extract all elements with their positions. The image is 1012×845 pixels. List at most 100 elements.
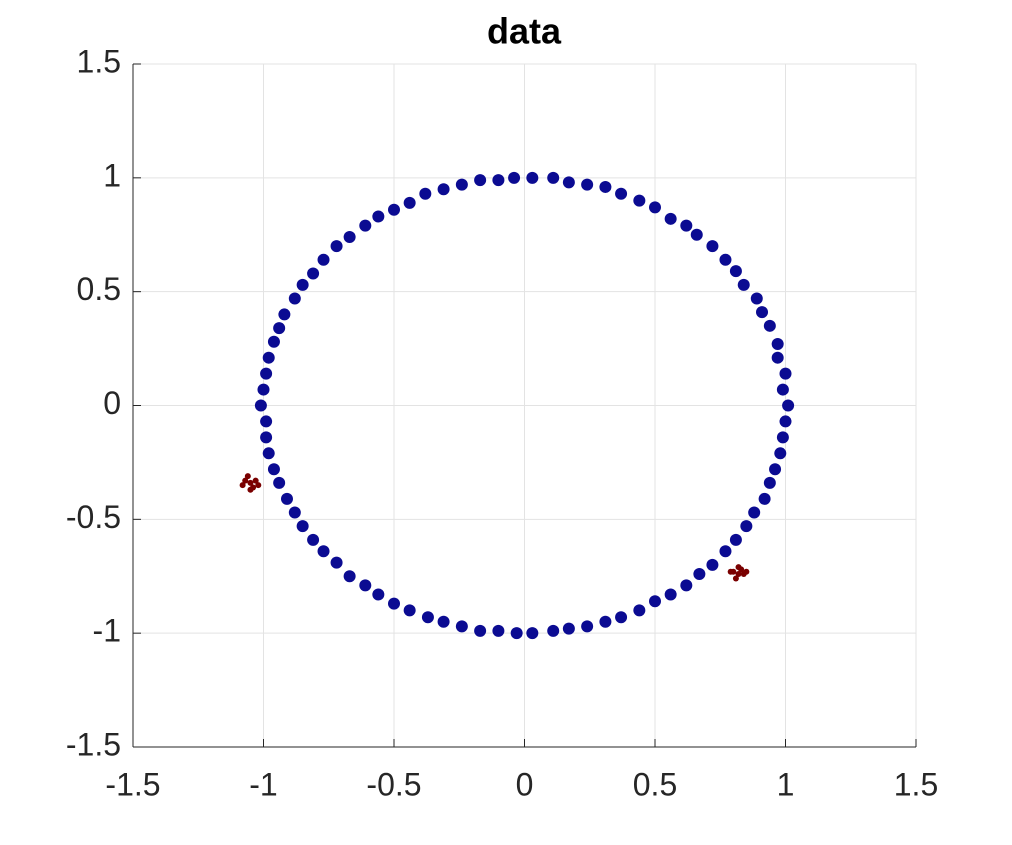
x-tick-label: 1: [777, 766, 795, 802]
point: [343, 570, 356, 583]
point: [359, 579, 372, 592]
point: [247, 486, 254, 493]
x-tick-label: -1: [249, 766, 277, 802]
point: [359, 219, 372, 232]
chart-title: data: [487, 11, 562, 52]
point: [437, 183, 450, 196]
point: [719, 545, 732, 558]
point: [581, 620, 594, 633]
point: [649, 595, 661, 608]
point: [526, 171, 539, 184]
point: [743, 568, 750, 575]
point: [455, 620, 468, 633]
point: [419, 187, 432, 200]
x-tick-label: 1.5: [894, 766, 938, 802]
point: [343, 231, 356, 244]
point: [262, 351, 275, 364]
point: [278, 308, 291, 321]
point: [727, 568, 734, 575]
point: [244, 473, 251, 480]
point: [690, 228, 703, 241]
point: [776, 431, 789, 444]
point: [372, 210, 385, 223]
point: [492, 624, 505, 637]
point: [599, 180, 612, 193]
point: [774, 447, 787, 460]
point: [267, 335, 280, 348]
point: [615, 611, 628, 624]
point: [547, 171, 560, 184]
point: [273, 322, 286, 335]
point: [649, 201, 661, 214]
point: [262, 447, 275, 460]
point: [455, 178, 468, 191]
point: [307, 533, 320, 546]
point: [719, 253, 732, 266]
point: [421, 611, 434, 624]
point: [756, 306, 769, 319]
point: [771, 338, 784, 351]
point: [735, 564, 742, 571]
point: [732, 575, 739, 582]
point: [257, 383, 270, 396]
x-tick-label: -1.5: [105, 766, 160, 802]
point: [330, 556, 343, 569]
y-tick-label: 1.5: [77, 43, 121, 79]
point: [758, 492, 771, 505]
point: [633, 604, 646, 617]
point: [255, 482, 262, 489]
point: [706, 240, 719, 253]
point: [706, 558, 719, 571]
point: [735, 570, 742, 577]
point: [330, 240, 343, 253]
point: [239, 482, 246, 489]
point: [526, 627, 539, 640]
point: [260, 431, 273, 444]
point: [388, 597, 400, 610]
point: [547, 624, 560, 637]
point: [763, 476, 776, 489]
point: [492, 174, 505, 187]
point: [581, 178, 594, 191]
point: [403, 604, 416, 617]
point: [769, 463, 782, 476]
point: [388, 203, 400, 216]
point: [296, 278, 309, 291]
x-tick-label: 0: [516, 766, 534, 802]
point: [242, 477, 249, 484]
point: [510, 627, 523, 640]
point: [615, 187, 628, 200]
point: [280, 492, 293, 505]
x-tick-label: -0.5: [366, 766, 421, 802]
point: [729, 265, 742, 278]
point: [252, 477, 259, 484]
point: [296, 520, 309, 533]
point: [562, 176, 575, 189]
point: [562, 622, 575, 635]
point: [782, 399, 795, 412]
point: [267, 463, 280, 476]
point: [474, 624, 487, 637]
point: [307, 267, 320, 280]
point: [748, 506, 761, 519]
y-tick-label: -1: [93, 613, 121, 649]
point: [403, 196, 416, 209]
y-tick-label: 1: [103, 157, 121, 193]
point: [372, 588, 385, 601]
point: [750, 292, 763, 305]
point: [474, 174, 487, 187]
point: [254, 399, 267, 412]
point: [247, 479, 254, 486]
point: [288, 292, 301, 305]
y-tick-label: 0.5: [77, 271, 121, 307]
point: [260, 367, 273, 380]
point: [779, 415, 792, 428]
point: [664, 588, 677, 601]
point: [680, 579, 693, 592]
point: [776, 383, 789, 396]
point: [737, 278, 750, 291]
point: [729, 533, 742, 546]
point: [763, 319, 776, 332]
